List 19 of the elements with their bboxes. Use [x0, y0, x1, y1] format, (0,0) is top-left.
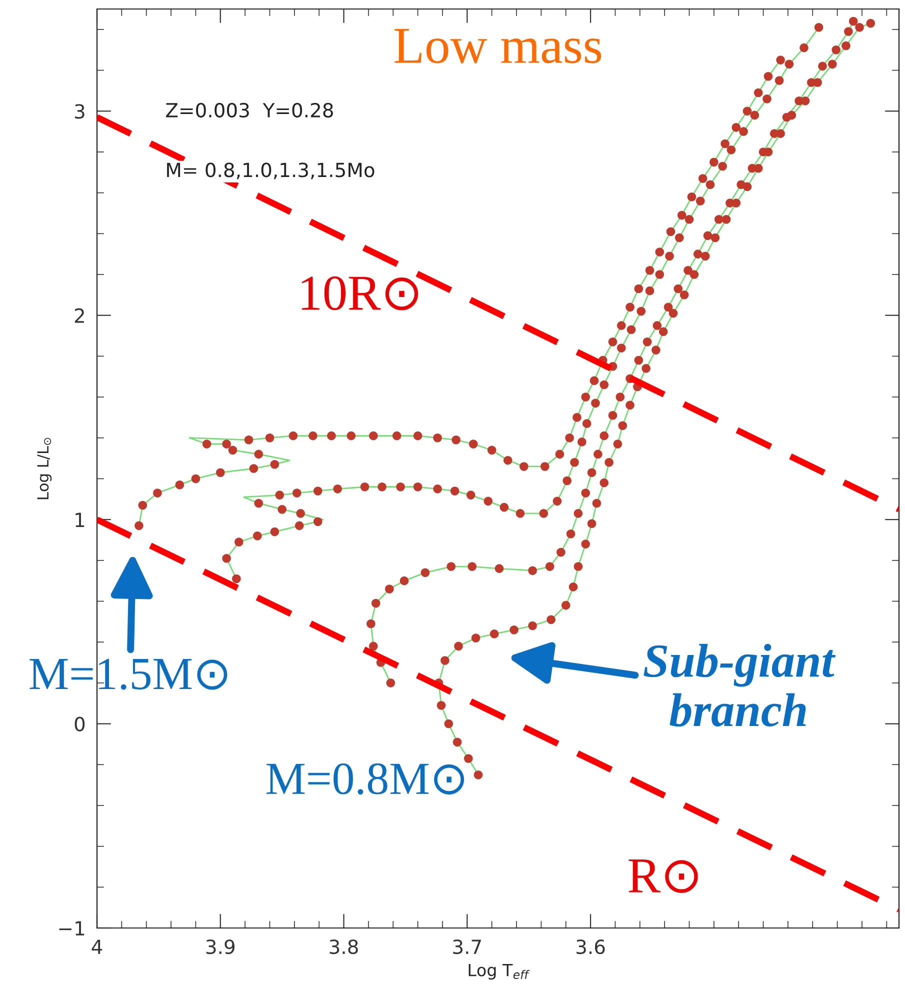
annotation: Low mass [394, 29, 602, 64]
y-tick-label: 2 [74, 308, 84, 323]
x-tick-label: 4 [92, 940, 102, 954]
y-tick-label: 1 [76, 512, 84, 527]
annotation: Z=0.003 Y=0.28 [166, 102, 333, 118]
y-axis-title: Log L/L$_{⊙}$ [37, 438, 52, 500]
annotation: M=0.8M⊙ [266, 763, 464, 795]
x-tick-label: 3.8 [330, 939, 358, 954]
x-tick-label: 3.7 [453, 939, 481, 954]
annotation: 10R⊙ [302, 276, 418, 310]
annotation: Sub-giant branch [644, 644, 836, 727]
x-axis-title: Log T$_{eff}$ [468, 964, 530, 980]
x-tick-label: 3.9 [206, 939, 234, 954]
x-tick-label: 3.6 [576, 939, 605, 954]
y-tick-label: −1 [59, 921, 84, 936]
y-tick-label: 3 [75, 104, 84, 119]
annotation: M= 0.8,1.0,1.3,1.5Mo [167, 162, 374, 180]
annotation: R⊙ [628, 859, 698, 893]
y-tick-label: 0 [74, 716, 85, 732]
